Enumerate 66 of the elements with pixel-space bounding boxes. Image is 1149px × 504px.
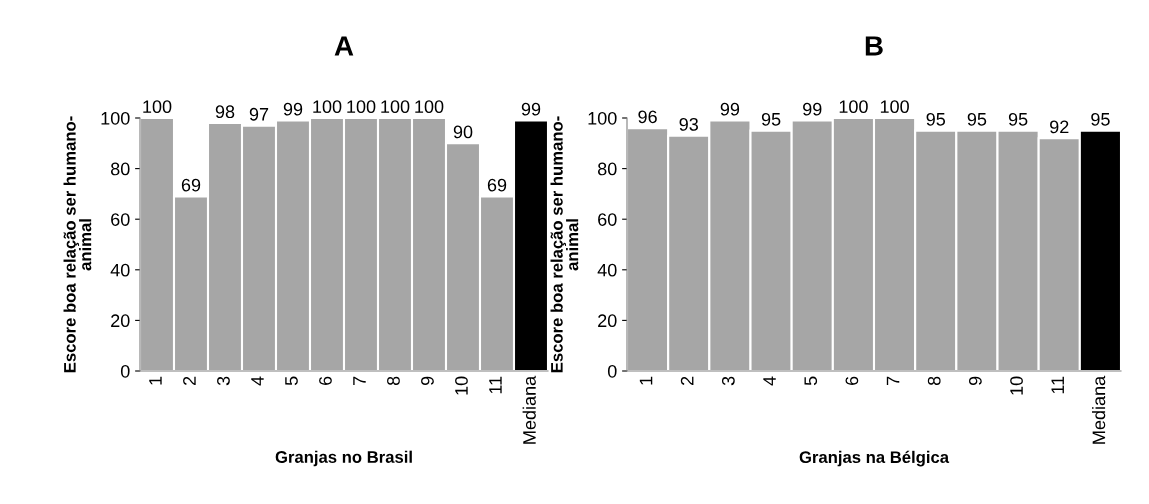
data-label: 69	[181, 178, 201, 192]
data-label: 95	[761, 112, 781, 126]
data-label: 95	[967, 112, 987, 126]
data-label: 69	[487, 178, 507, 192]
data-label: 99	[720, 102, 740, 116]
x-tick-label: 9	[968, 376, 982, 386]
data-label: 95	[926, 112, 946, 126]
data-label: 95	[1091, 112, 1110, 126]
data-label: 99	[521, 102, 541, 116]
data-label: 95	[1008, 112, 1028, 126]
data-label: 100	[313, 100, 342, 114]
x-tick-label: 8	[387, 376, 400, 386]
data-label: 100	[381, 100, 410, 114]
x-tick-label: 2	[183, 376, 196, 385]
y-tick-label: 0	[120, 364, 130, 378]
x-tick-label: Mediana	[1092, 375, 1106, 444]
x-tick-label: 5	[804, 376, 818, 386]
data-label: 93	[679, 117, 698, 131]
x-tick-label: 1	[639, 376, 653, 385]
data-label: 96	[638, 110, 657, 124]
x-tick-label: 10	[455, 376, 468, 395]
y-tick-label: 40	[110, 263, 130, 277]
y-tick-label: 20	[598, 314, 617, 328]
y-tick-label: 80	[597, 162, 617, 176]
data-label: 97	[249, 107, 269, 121]
y-axis-title: Escore boa relação ser humano- animal	[63, 116, 92, 373]
x-tick-label: 11	[1051, 376, 1064, 394]
data-label: 100	[347, 100, 376, 114]
data-label: 90	[453, 125, 473, 139]
y-tick-label: 60	[111, 213, 130, 226]
y-tick-label: 0	[607, 364, 617, 378]
chart-title: A	[334, 36, 354, 56]
chart-title: B	[865, 36, 883, 56]
x-tick-label: 1	[149, 376, 162, 385]
x-axis-title: Granjas na Bélgica	[799, 450, 950, 467]
y-tick-label: 20	[111, 314, 130, 328]
y-tick-label: 80	[110, 162, 130, 176]
x-tick-label: 5	[285, 376, 298, 386]
y-tick-label: 100	[101, 111, 130, 125]
x-tick-label: Mediana	[522, 375, 536, 444]
x-axis-title: Granjas no Brasil	[275, 450, 412, 467]
y-tick-label: 40	[597, 263, 617, 277]
data-label: 98	[215, 105, 235, 119]
x-tick-label: 3	[217, 376, 230, 386]
y-tick-label: 60	[598, 213, 617, 226]
data-label: 100	[143, 100, 172, 114]
data-label: 100	[880, 100, 909, 114]
data-label: 99	[803, 102, 822, 116]
x-tick-label: 2	[680, 376, 694, 385]
data-label: 100	[839, 100, 868, 114]
x-tick-label: 4	[251, 376, 264, 386]
x-tick-label: 7	[353, 376, 366, 385]
x-tick-label: 4	[763, 376, 776, 386]
x-tick-label: 8	[927, 376, 941, 386]
y-axis-title: Escore boa relação ser humano- animal	[550, 116, 579, 373]
x-tick-label: 6	[845, 376, 859, 385]
y-tick-label: 100	[588, 111, 617, 125]
x-tick-label: 9	[421, 376, 434, 386]
x-tick-label: 3	[721, 376, 735, 386]
data-label: 100	[415, 100, 444, 114]
x-tick-label: 10	[1010, 376, 1023, 395]
x-tick-label: 7	[886, 376, 900, 385]
data-label: 99	[283, 102, 303, 116]
data-label: 92	[1050, 120, 1069, 134]
x-tick-label: 6	[319, 376, 332, 385]
x-tick-label: 11	[489, 376, 502, 394]
